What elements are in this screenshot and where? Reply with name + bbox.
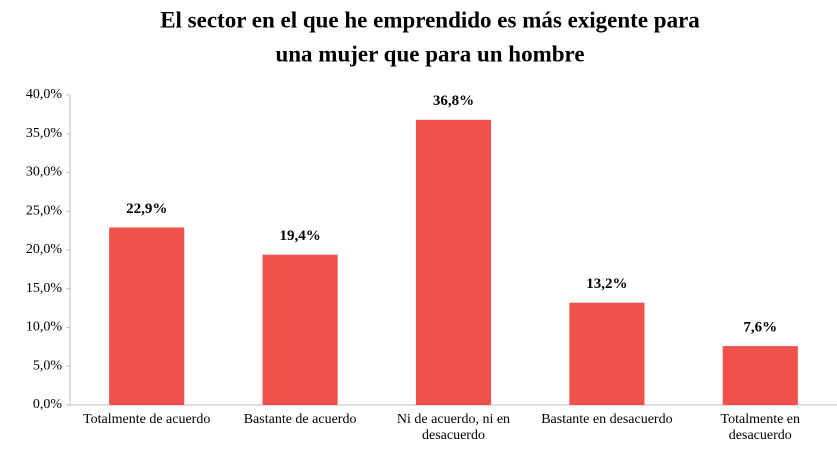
y-tick-label: 30,0% [26,165,63,180]
x-tick-label: Bastante en desacuerdo [541,412,673,427]
y-tick-label: 40,0% [26,87,63,102]
data-label: 22,9% [126,201,167,217]
chart-title: una mujer que para un hombre [275,41,584,66]
y-tick-label: 5,0% [33,358,63,373]
y-tick-label: 35,0% [26,126,63,141]
data-label: 13,2% [586,276,627,292]
x-tick-label: Totalmente en desacuerdo [720,412,801,443]
x-tick-label: Ni de acuerdo, ni en desacuerdo [396,412,511,443]
bar [262,254,338,405]
bar [109,227,185,405]
chart-title: El sector en el que he emprendido es más… [160,7,700,32]
data-label: 7,6% [743,320,777,336]
y-tick-label: 25,0% [26,203,63,218]
y-tick-label: 0,0% [33,397,63,412]
data-label: 19,4% [279,228,320,244]
x-tick-label: Bastante de acuerdo [243,412,357,427]
y-tick-label: 15,0% [26,281,63,296]
bar [415,119,492,406]
bar [722,346,798,405]
bar [569,302,645,405]
x-tick-label: Totalmente de acuerdo [83,412,211,427]
y-tick-label: 10,0% [26,320,63,335]
y-tick-label: 20,0% [26,242,63,257]
data-label: 36,8% [433,93,474,109]
